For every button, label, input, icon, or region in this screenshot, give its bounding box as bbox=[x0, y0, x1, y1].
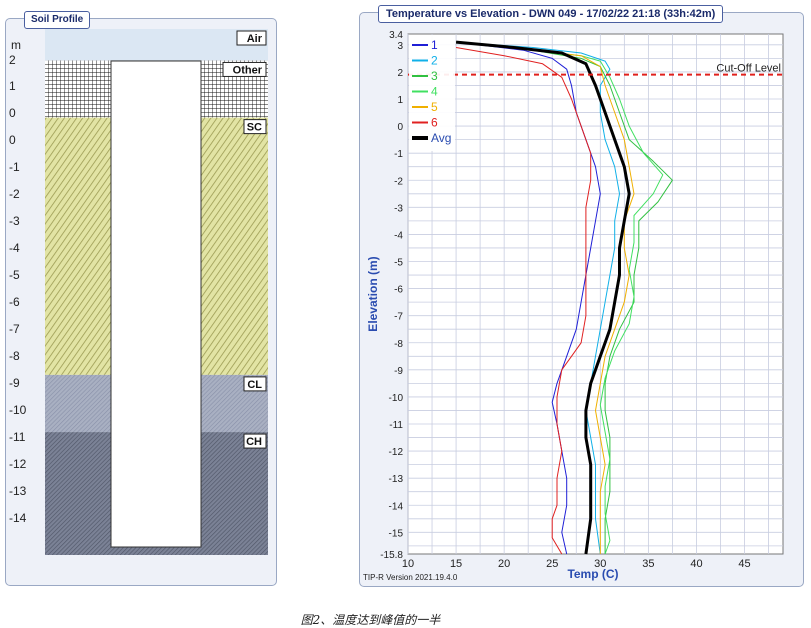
x-tick-label: 25 bbox=[546, 558, 558, 570]
figure-caption-text: 图2、温度达到峰值的一半 bbox=[300, 613, 441, 627]
y-tick-label: -3 bbox=[394, 203, 403, 214]
y-tick-label: -15.8 bbox=[380, 550, 403, 561]
chart-title: Temperature vs Elevation - DWN 049 - 17/… bbox=[378, 5, 724, 23]
series-line-3 bbox=[456, 41, 673, 554]
y-tick-label: 3 bbox=[397, 41, 403, 52]
x-tick-label: 20 bbox=[498, 558, 510, 570]
legend-label: 1 bbox=[431, 38, 438, 52]
y-tick-label: -8 bbox=[394, 339, 403, 350]
y-tick-label: -6 bbox=[394, 285, 403, 296]
legend-box bbox=[409, 35, 455, 151]
y-tick-label: -7 bbox=[394, 312, 403, 323]
x-axis-label: Temp (C) bbox=[567, 567, 618, 581]
y-tick-label: -5 bbox=[394, 258, 403, 269]
series-line-5 bbox=[456, 41, 635, 554]
y-tick-label: -12 bbox=[389, 447, 404, 458]
legend-label: 6 bbox=[431, 116, 438, 130]
y-axis-label: Elevation (m) bbox=[366, 256, 380, 331]
soil-profile-title: Soil Profile bbox=[24, 11, 91, 29]
y-tick-label: 1 bbox=[397, 95, 403, 106]
y-tick-label: -11 bbox=[389, 420, 403, 431]
x-tick-label: 35 bbox=[642, 558, 654, 570]
y-tick-label: -15 bbox=[389, 528, 404, 539]
y-tick-label: 0 bbox=[397, 122, 403, 133]
x-tick-label: 30 bbox=[594, 558, 606, 570]
figure-caption: 图2、温度达到峰值的一半 bbox=[0, 611, 811, 628]
x-tick-label: 40 bbox=[690, 558, 702, 570]
legend-label: 2 bbox=[431, 54, 438, 68]
y-tick-label: -1 bbox=[394, 149, 403, 160]
y-tick-label: 2 bbox=[397, 68, 403, 79]
series-line-6 bbox=[456, 47, 592, 555]
y-tick-label: -9 bbox=[394, 366, 403, 377]
version-label: TIP-R Version 2021.19.4.0 bbox=[363, 573, 458, 582]
legend-label: 3 bbox=[431, 69, 438, 83]
y-tick-label: -14 bbox=[389, 501, 404, 512]
legend-label: 4 bbox=[431, 85, 438, 99]
y-tick-label: -13 bbox=[389, 474, 404, 485]
cutoff-label: Cut-Off Level bbox=[716, 63, 781, 75]
legend-label: Avg bbox=[431, 131, 451, 145]
x-tick-label: 45 bbox=[738, 558, 750, 570]
x-tick-label: 10 bbox=[402, 558, 414, 570]
series-line-2 bbox=[456, 41, 620, 555]
legend-label: 5 bbox=[431, 100, 438, 114]
y-tick-label: 3.4 bbox=[389, 30, 403, 41]
x-tick-label: 15 bbox=[450, 558, 462, 570]
y-tick-label: -4 bbox=[394, 230, 403, 241]
y-tick-label: -2 bbox=[394, 176, 403, 187]
y-tick-label: -10 bbox=[389, 393, 404, 404]
